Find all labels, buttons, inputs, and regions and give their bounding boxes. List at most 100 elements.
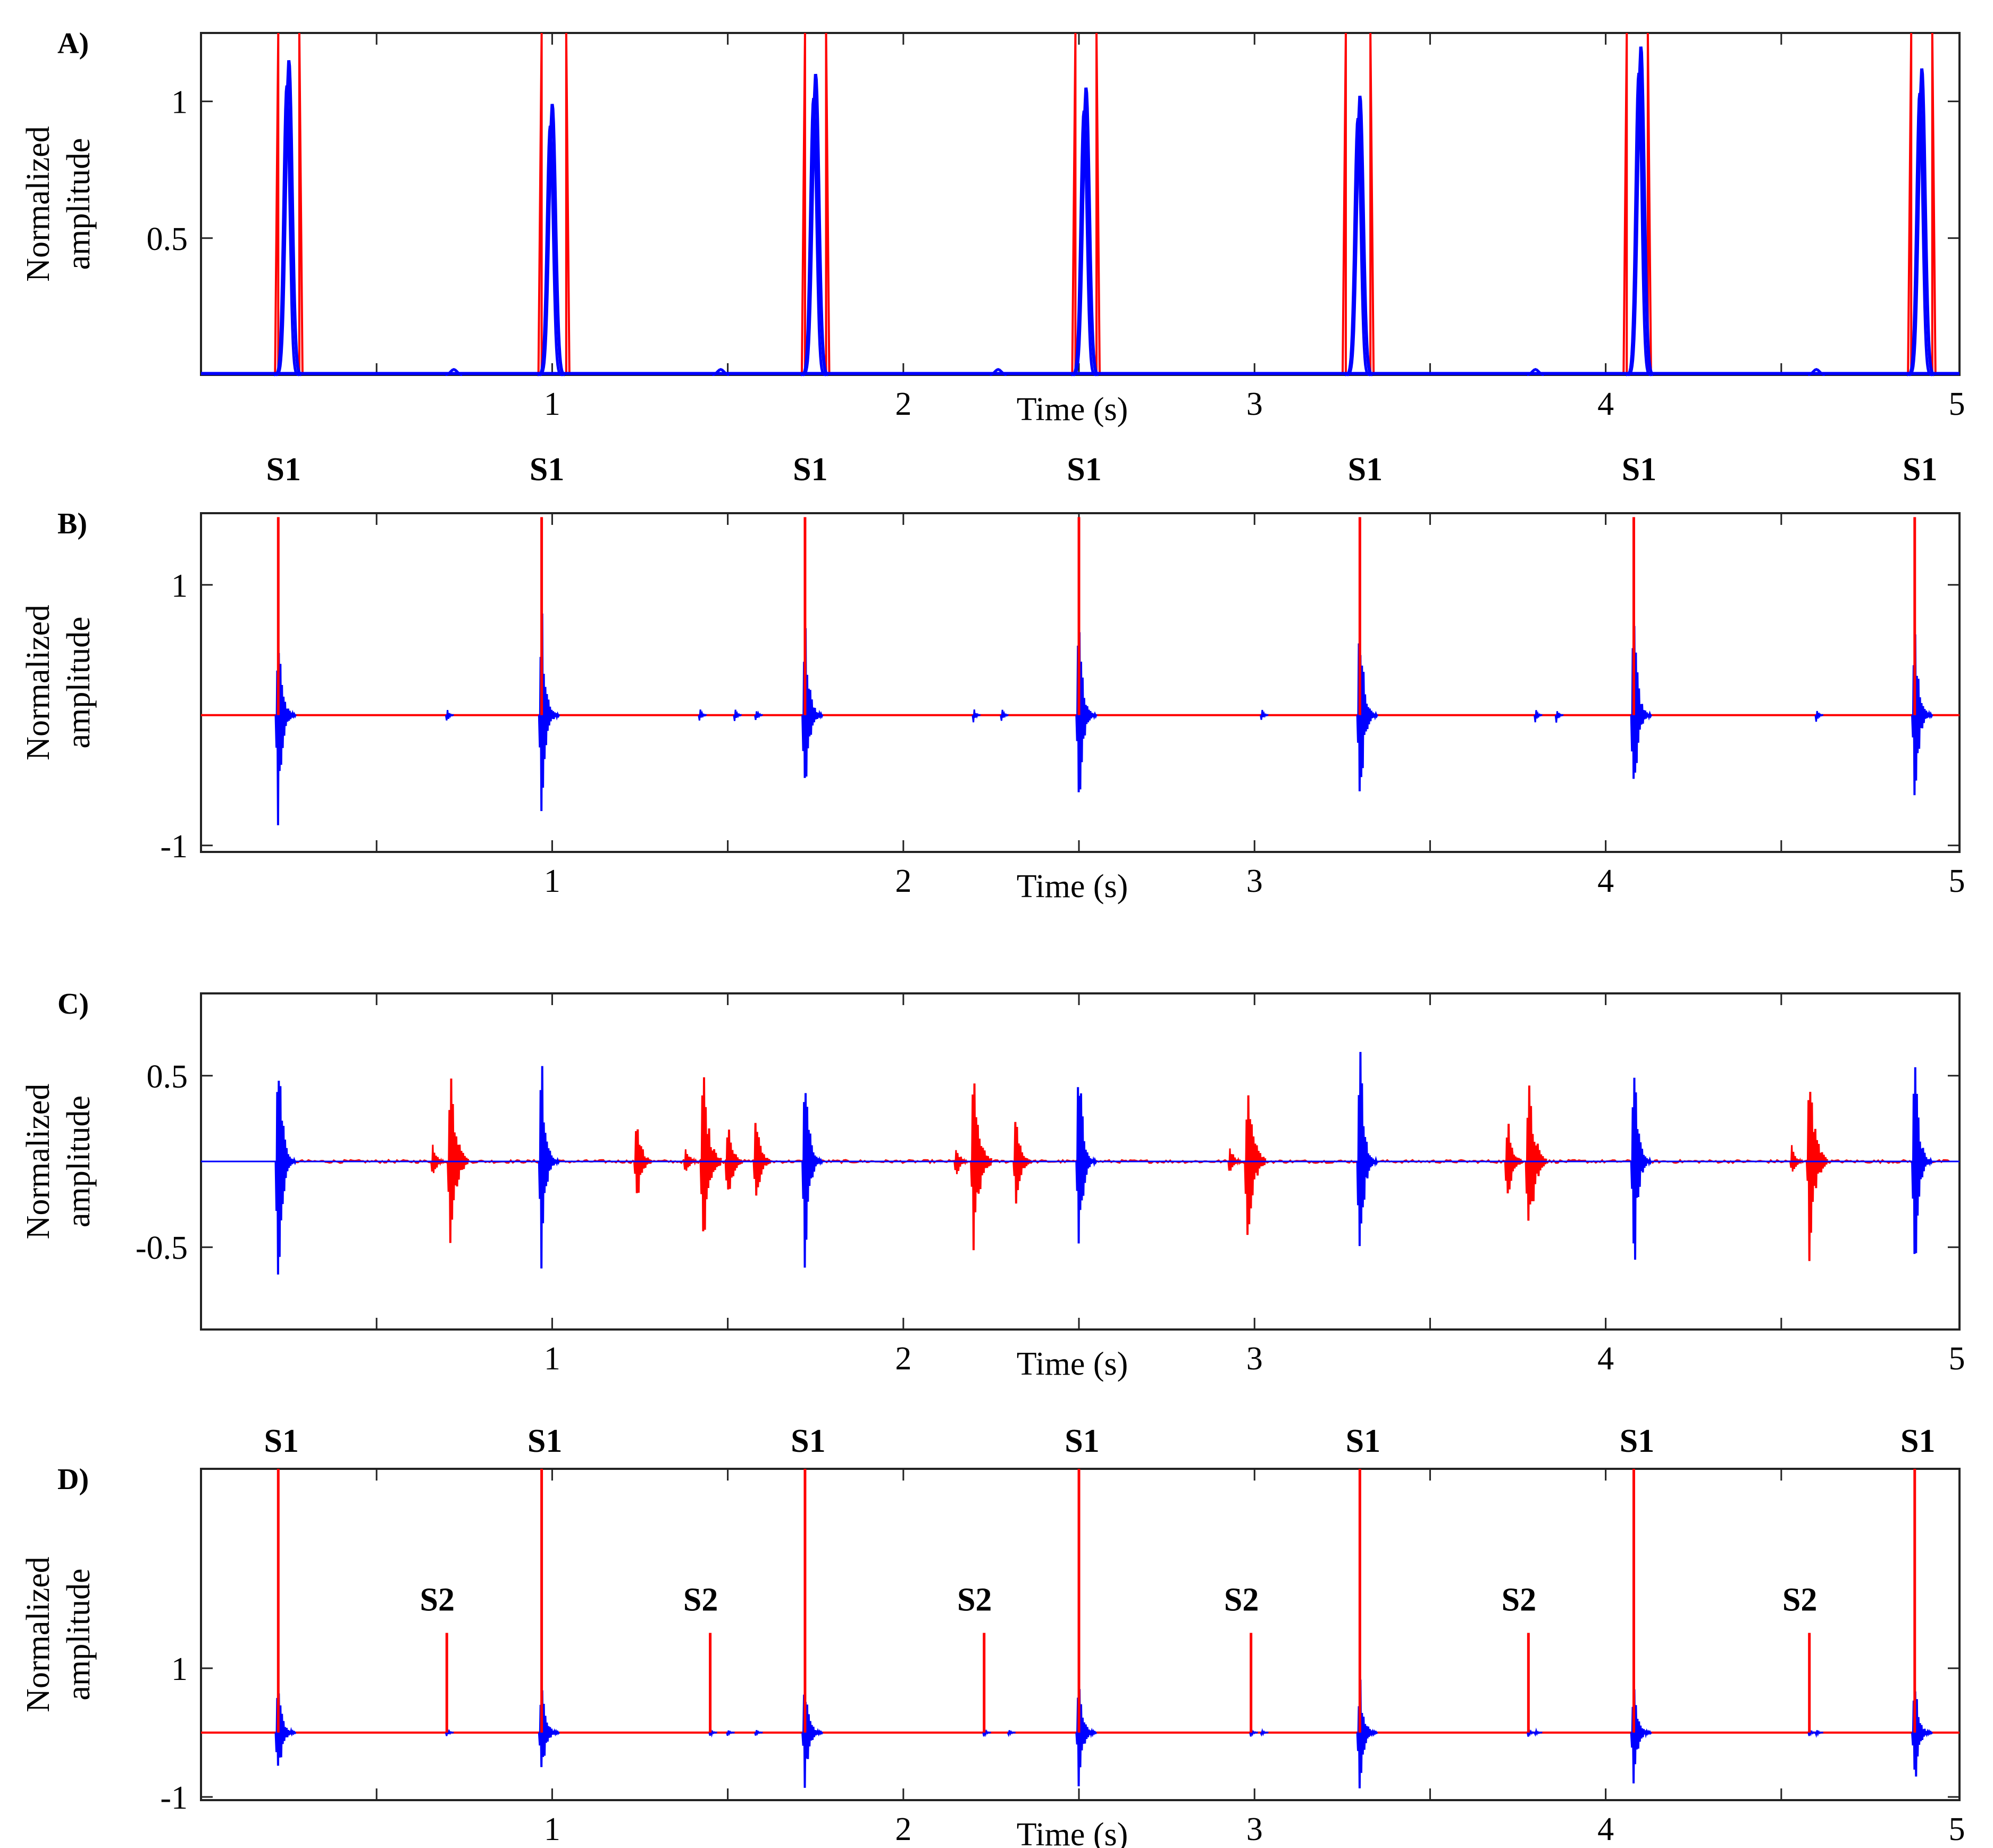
x-tick-label: 5 — [1949, 386, 1965, 422]
x-tick-label: 5 — [1949, 1341, 1965, 1377]
x-tick-label: 5 — [1949, 863, 1965, 899]
s1-burst — [274, 1081, 297, 1275]
s1-envelope-inner — [800, 98, 826, 377]
s1-envelope-inner — [1907, 93, 1933, 377]
y-tick-label: -0.5 — [136, 1230, 188, 1266]
s2-burst — [699, 1077, 722, 1232]
y-tick-label: 1 — [171, 568, 188, 604]
s1-label: S1 — [1067, 451, 1101, 488]
y-tick-label: 1 — [171, 85, 188, 121]
y-tick-label: -1 — [160, 829, 188, 865]
s1-label: S1 — [266, 451, 301, 488]
x-tick-label: 4 — [1597, 386, 1614, 422]
panel-label: B) — [57, 507, 87, 540]
x-tick-label: 3 — [1246, 1811, 1263, 1847]
x-axis-title: Time (s) — [1017, 1817, 1128, 1848]
envelope-bump — [445, 368, 463, 377]
s1-envelope-inner — [537, 126, 563, 377]
s1-label: S1 — [1348, 451, 1383, 488]
minor-burst — [1260, 1728, 1269, 1737]
s1-label: S1 — [793, 451, 827, 488]
x-axis-title: Time (s) — [1017, 1346, 1128, 1382]
s1-burst — [1075, 1087, 1098, 1244]
y-axis-title-line1: Normalized — [20, 1557, 56, 1712]
x-tick-label: 3 — [1246, 863, 1263, 899]
x-axis-title: Time (s) — [1017, 391, 1128, 428]
s1-burst — [1911, 1067, 1933, 1254]
y-axis-title-line1: Normalized — [20, 605, 56, 760]
envelope-bump — [1527, 368, 1544, 377]
y-axis-title-line1: Normalized — [20, 1084, 56, 1240]
x-axis-title: Time (s) — [1017, 868, 1128, 905]
y-axis-title-line2: amplitude — [61, 1096, 97, 1227]
s1-label: S1 — [1622, 451, 1656, 488]
panel-B: 1 2 3 4 5 -1 1 Time (s) Normalized amplitude B) S1 S… — [20, 451, 1965, 905]
s1-label: S1 — [1903, 451, 1937, 488]
minor-burst — [1554, 711, 1564, 723]
s1-label: S1 — [527, 1423, 562, 1459]
s1-envelope-inner — [1345, 118, 1371, 377]
s1-burst — [538, 1066, 560, 1269]
panel-label: A) — [57, 27, 89, 60]
minor-burst — [754, 710, 763, 720]
s1-envelope-inner — [274, 85, 300, 377]
x-tick-label: 2 — [895, 863, 911, 899]
s2-burst — [447, 1078, 470, 1243]
y-axis-title-line2: amplitude — [61, 138, 97, 270]
s2-burst-minor — [683, 1149, 698, 1171]
s2-burst-minor — [1789, 1145, 1805, 1172]
s2-burst — [1249, 1729, 1258, 1737]
extra-burst — [752, 1123, 772, 1196]
s2-burst-minor — [1227, 1148, 1243, 1171]
s2-burst — [445, 1729, 454, 1736]
panel-C: 1 2 3 4 5 -0.5 0.5 Time (s) Normalized amplitude C… — [20, 988, 1965, 1382]
s1-label: S1 — [530, 451, 564, 488]
panel-D: 1 2 3 4 5 -1 1 Time (s) Normalized amplitude D) S2 S… — [20, 1423, 1965, 1848]
s2-burst — [982, 1729, 991, 1737]
panel-label: D) — [57, 1463, 89, 1496]
s1-burst — [801, 1093, 824, 1268]
minor-burst — [972, 709, 981, 723]
panel-A: 1 2 3 4 5 0.5 1 Time (s) Normalized amplitude A) — [20, 27, 1965, 428]
x-tick-label: 2 — [895, 386, 911, 422]
s2-label: S2 — [683, 1582, 718, 1618]
extra-burst — [1012, 1122, 1032, 1204]
x-tick-label: 4 — [1597, 1341, 1614, 1377]
minor-burst — [1814, 1730, 1824, 1738]
minor-burst — [445, 710, 454, 721]
extra-burst — [724, 1130, 744, 1190]
panel-label: C) — [57, 988, 89, 1021]
y-axis-title-line2: amplitude — [61, 617, 97, 749]
s1-label: S1 — [264, 1423, 299, 1459]
extra-burst — [1504, 1124, 1523, 1194]
envelope-bump — [1807, 368, 1825, 377]
s1-label: S1 — [1620, 1423, 1654, 1459]
s2-burst — [708, 1729, 717, 1738]
y-tick-label: 0.5 — [147, 1059, 188, 1095]
x-tick-label: 1 — [544, 863, 560, 899]
s2-label: S2 — [1782, 1582, 1817, 1618]
s2-burst — [1526, 1729, 1536, 1737]
s1-burst — [1630, 1077, 1653, 1260]
s2-label: S2 — [420, 1582, 455, 1618]
envelope-bump — [712, 368, 730, 377]
minor-burst — [698, 709, 707, 721]
s2-label: S2 — [957, 1582, 992, 1618]
minor-burst — [733, 709, 742, 721]
s2-burst — [1525, 1085, 1547, 1221]
s2-burst — [1807, 1730, 1816, 1737]
s1-envelope-inner — [1626, 72, 1652, 377]
x-tick-label: 1 — [544, 1811, 560, 1847]
s1-label: S1 — [791, 1423, 825, 1459]
y-tick-label: 0.5 — [147, 221, 188, 257]
y-tick-label: 1 — [171, 1651, 188, 1687]
minor-burst — [1260, 709, 1269, 720]
envelope-bump — [989, 368, 1007, 377]
s1-label: S1 — [1346, 1423, 1380, 1459]
s2-burst — [1244, 1095, 1267, 1235]
s1-burst — [1356, 1052, 1379, 1247]
s2-burst — [970, 1083, 993, 1250]
x-tick-label: 3 — [1246, 1341, 1263, 1377]
s1-envelope-inner — [1071, 110, 1097, 377]
